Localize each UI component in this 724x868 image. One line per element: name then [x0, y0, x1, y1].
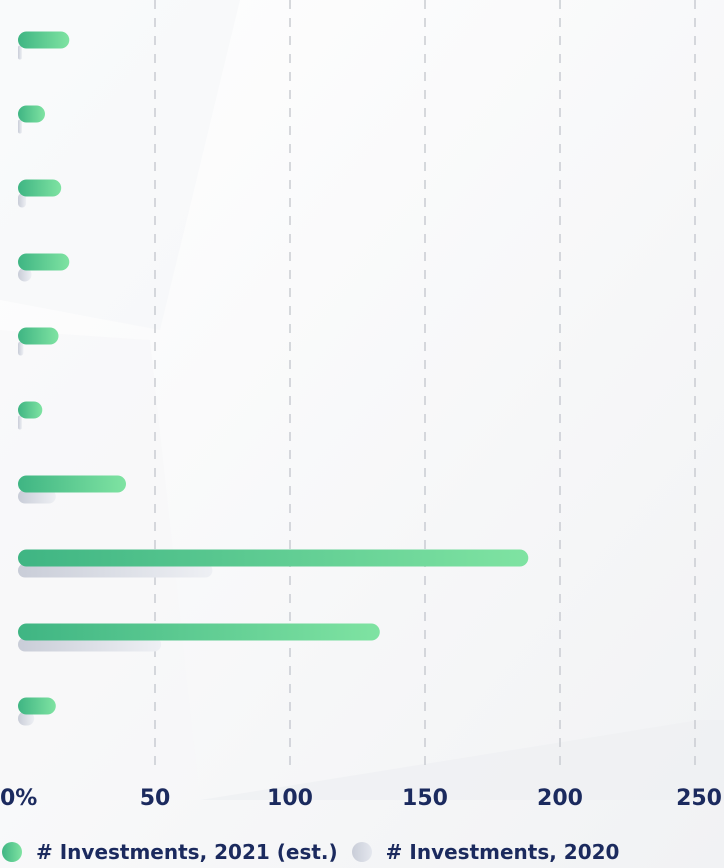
bar-2020-9 [18, 637, 162, 652]
bar-2020-10 [18, 711, 35, 726]
bar-2020-8 [18, 563, 213, 578]
bar-2020-6 [18, 415, 22, 430]
legend-item-2021: # Investments, 2021 (est.) [2, 840, 338, 864]
legend-label-2021: # Investments, 2021 (est.) [36, 840, 338, 864]
bar-2020-1 [18, 45, 22, 60]
bar-2021-4 [18, 253, 70, 271]
bar-2020-5 [18, 341, 24, 356]
legend-swatch-2021 [2, 842, 22, 862]
bar-chart: 0% 50 100 150 200 250 [0, 0, 722, 811]
x-tick-label-50: 50 [140, 786, 171, 811]
legend: # Investments, 2021 (est.) # Investments… [0, 836, 724, 868]
x-tick-label-150: 150 [402, 786, 448, 811]
bar-2021-3 [18, 179, 62, 197]
bar-2021-9 [18, 623, 380, 641]
bar-2021-8 [18, 549, 529, 567]
legend-swatch-2020 [351, 842, 372, 862]
bar-2020-4 [18, 267, 32, 282]
x-axis-ticks: 0% 50 100 150 200 250 [0, 786, 722, 811]
bar-2021-7 [18, 475, 126, 493]
bar-2020-3 [18, 193, 27, 208]
bar-2021-6 [18, 401, 43, 419]
x-tick-label-250: 250 [676, 786, 722, 811]
bar-2020-7 [18, 489, 56, 504]
bar-2021-5 [18, 327, 59, 345]
bar-2021-1 [18, 31, 70, 49]
bar-2020-2 [18, 119, 22, 134]
x-tick-label-200: 200 [537, 786, 583, 811]
bar-2021-2 [18, 105, 45, 123]
bars [18, 31, 529, 726]
legend-item-2020: # Investments, 2020 [351, 840, 620, 864]
x-tick-label-0: 0% [0, 786, 37, 811]
legend-label-2020: # Investments, 2020 [385, 840, 620, 864]
bar-2021-10 [18, 697, 56, 715]
x-tick-label-100: 100 [267, 786, 313, 811]
grid-lines [154, 0, 696, 768]
